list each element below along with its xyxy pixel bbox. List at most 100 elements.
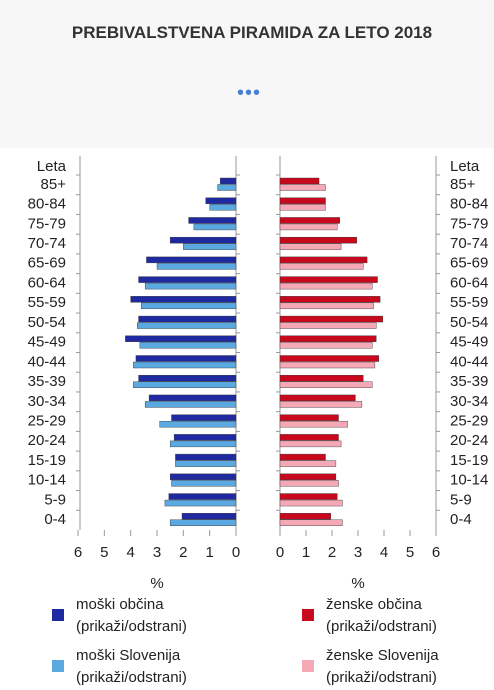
category-label: 0-4 [44, 511, 66, 528]
legend-toggle[interactable]: (prikaži/odstrani) [76, 618, 187, 635]
bar [279, 401, 363, 408]
category-label: 55-59 [28, 294, 66, 311]
bar [133, 361, 237, 369]
bar [156, 263, 237, 270]
bar [164, 499, 237, 507]
bar [279, 499, 343, 507]
bar [279, 473, 337, 481]
category-label: 15-19 [28, 452, 66, 469]
x-axis-label: % [150, 575, 163, 592]
bar [137, 322, 237, 329]
bar [279, 184, 326, 191]
bar [169, 440, 237, 448]
x-tick-label: 3 [153, 544, 161, 561]
x-tick-label: 6 [74, 544, 82, 561]
legend-label[interactable]: ženske Slovenija [326, 647, 439, 664]
bar [279, 381, 373, 388]
bar [279, 355, 380, 362]
x-tick-label: 0 [276, 544, 284, 561]
bar [279, 236, 357, 244]
category-label: 35-39 [450, 373, 488, 390]
bar [279, 453, 326, 461]
bar [279, 302, 374, 310]
category-label: 50-54 [450, 314, 488, 331]
category-label: 60-64 [28, 274, 66, 291]
bar [175, 453, 237, 461]
bar [279, 480, 339, 487]
bar [133, 381, 237, 388]
bar [125, 335, 237, 342]
bar [219, 177, 237, 185]
bar [279, 361, 376, 369]
bar [279, 296, 381, 303]
bar [279, 434, 339, 441]
bar [169, 236, 237, 244]
legend-label[interactable]: moški občina [76, 596, 164, 613]
x-tick-label: 4 [380, 544, 388, 561]
category-label: 20-24 [28, 432, 66, 449]
bar [279, 375, 364, 382]
category-label: 75-79 [450, 215, 488, 232]
x-tick-label: 1 [302, 544, 310, 561]
category-label: 10-14 [450, 472, 488, 489]
category-label: 25-29 [450, 412, 488, 429]
bar [159, 420, 237, 428]
bar [188, 217, 237, 224]
bar [279, 263, 364, 270]
legend-toggle[interactable]: (prikaži/odstrani) [76, 669, 187, 686]
category-label: 10-14 [28, 472, 66, 489]
bar [209, 204, 237, 211]
bar [279, 204, 326, 211]
bar [173, 434, 237, 441]
legend-label[interactable]: moški Slovenija [76, 647, 181, 664]
legend-swatch [52, 609, 64, 621]
bar [193, 223, 237, 231]
x-tick-label: 3 [354, 544, 362, 561]
category-header: Leta [450, 158, 480, 175]
x-tick-label: 5 [100, 544, 108, 561]
category-label: 65-69 [450, 255, 488, 272]
legend-toggle[interactable]: (prikaži/odstrani) [326, 669, 437, 686]
category-label: 40-44 [450, 353, 488, 370]
bar [279, 276, 378, 283]
category-label: 0-4 [450, 511, 472, 528]
category-label: 30-34 [450, 393, 488, 410]
category-label: 85+ [41, 176, 67, 193]
category-label: 50-54 [28, 314, 66, 331]
x-tick-label: 2 [328, 544, 336, 561]
bar [138, 315, 237, 323]
x-tick-label: 2 [179, 544, 187, 561]
category-label: 45-49 [28, 334, 66, 351]
category-label: 40-44 [28, 353, 66, 370]
bar [135, 355, 237, 362]
bar [279, 513, 331, 520]
bar [279, 440, 342, 448]
bar [205, 197, 237, 204]
category-label: 25-29 [28, 412, 66, 429]
bar [279, 460, 337, 467]
bar [279, 177, 320, 185]
bar [279, 197, 326, 204]
x-tick-label: 1 [205, 544, 213, 561]
bar [279, 217, 340, 224]
category-label: 60-64 [450, 274, 488, 291]
category-label: 70-74 [450, 235, 488, 252]
legend-label[interactable]: ženske občina [326, 596, 423, 613]
legend-toggle[interactable]: (prikaži/odstrani) [326, 618, 437, 635]
bar [279, 335, 377, 342]
chart-title: PREBIVALSTVENA PIRAMIDA ZA LETO 2018 [71, 23, 433, 42]
bar [279, 342, 373, 349]
category-header: Leta [37, 158, 67, 175]
category-label: 5-9 [44, 491, 66, 508]
bar [279, 493, 338, 500]
category-label: 65-69 [28, 255, 66, 272]
bar [279, 256, 368, 264]
bar [148, 394, 237, 402]
x-tick-label: 0 [232, 544, 240, 561]
bar [138, 375, 237, 382]
menu-button[interactable]: ••• [237, 82, 262, 104]
bar [146, 256, 237, 264]
bar [279, 322, 377, 329]
